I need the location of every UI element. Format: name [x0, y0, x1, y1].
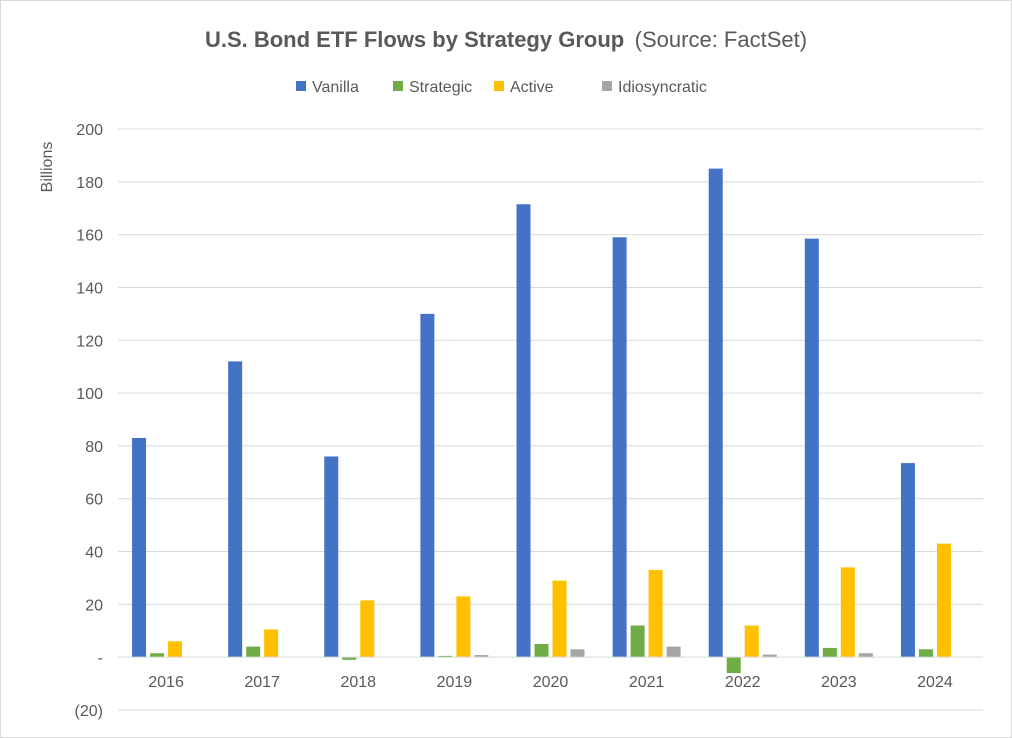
bar-idiosyncratic-2023	[858, 653, 873, 658]
chart-title-main: U.S. Bond ETF Flows by Strategy Group	[205, 27, 624, 52]
legend: Vanilla Strategic Active Idiosyncratic	[296, 79, 707, 96]
y-tick-label: 100	[76, 386, 103, 403]
bar-active-2023	[840, 567, 855, 658]
bar-active-2019	[456, 596, 471, 658]
bar-vanilla-2020	[516, 204, 531, 658]
legend-label: Idiosyncratic	[618, 79, 707, 96]
bar-active-2021	[648, 570, 663, 658]
bar-strategic-2021	[630, 625, 645, 658]
legend-item-strategic: Strategic	[393, 79, 472, 96]
y-tick-label: (20)	[75, 703, 103, 720]
x-tick-label: 2023	[821, 674, 857, 691]
bar-strategic-2024	[918, 649, 933, 658]
bar-active-2018	[360, 600, 375, 658]
y-axis-label: Billions	[39, 142, 56, 193]
x-tick-label: 2017	[244, 674, 280, 691]
legend-item-idiosyncratic: Idiosyncratic	[602, 79, 707, 96]
x-tick-label: 2020	[533, 674, 569, 691]
bar-idiosyncratic-2020	[570, 649, 585, 658]
y-tick-label: 60	[85, 492, 103, 509]
x-tick-label: 2021	[629, 674, 665, 691]
gridlines	[118, 128, 983, 711]
bar-strategic-2017	[246, 646, 261, 658]
y-tick-label: 160	[76, 228, 103, 245]
bar-strategic-2019	[438, 655, 453, 658]
bar-active-2016	[168, 641, 183, 658]
bar-vanilla-2023	[804, 238, 819, 658]
bar-active-2017	[264, 629, 279, 658]
bar-active-2022	[744, 625, 759, 658]
legend-label: Vanilla	[312, 79, 359, 96]
legend-item-active: Active	[494, 79, 554, 96]
bar-vanilla-2016	[132, 437, 147, 658]
legend-swatch	[393, 81, 403, 91]
bar-idiosyncratic-2021	[666, 646, 681, 658]
bar-strategic-2020	[534, 643, 549, 658]
y-axis-ticks: 200 180 160 140 120 100 80 60 40 20 - (20)	[75, 122, 104, 720]
y-tick-label: 140	[76, 280, 103, 297]
bar-strategic-2016	[150, 653, 165, 658]
y-tick-label: 200	[76, 122, 103, 139]
x-tick-label: 2016	[148, 674, 184, 691]
bar-vanilla-2024	[900, 463, 915, 658]
chart-title-source: (Source: FactSet)	[635, 27, 807, 52]
bar-strategic-2022	[726, 657, 741, 674]
bar-active-2024	[936, 543, 951, 658]
x-axis-ticks: 2016 2017 2018 2019 2020 2021 2022 2023 2024	[148, 674, 953, 691]
legend-item-vanilla: Vanilla	[296, 79, 359, 96]
bar-active-2020	[552, 580, 567, 658]
bar-idiosyncratic-2022	[762, 654, 777, 658]
legend-swatch	[296, 81, 306, 91]
x-tick-label: 2019	[437, 674, 473, 691]
bar-vanilla-2017	[228, 361, 243, 658]
bar-vanilla-2022	[708, 168, 723, 658]
y-tick-label: 40	[85, 545, 103, 562]
bar-vanilla-2021	[612, 237, 627, 658]
x-tick-label: 2018	[340, 674, 376, 691]
bar-strategic-2018	[342, 657, 357, 660]
x-tick-label: 2024	[917, 674, 953, 691]
y-tick-label: 180	[76, 175, 103, 192]
y-tick-label: 80	[85, 439, 103, 456]
legend-swatch	[602, 81, 612, 91]
legend-swatch	[494, 81, 504, 91]
bar-idiosyncratic-2019	[474, 655, 489, 658]
bar-vanilla-2018	[324, 456, 339, 658]
x-tick-label: 2022	[725, 674, 761, 691]
chart-title: U.S. Bond ETF Flows by Strategy Group (S…	[205, 27, 807, 52]
legend-label: Strategic	[409, 79, 472, 96]
y-tick-label: -	[98, 650, 103, 667]
bar-strategic-2023	[822, 647, 837, 658]
bar-vanilla-2019	[420, 313, 435, 658]
y-tick-label: 120	[76, 333, 103, 350]
bars	[132, 168, 951, 674]
y-tick-label: 20	[85, 597, 103, 614]
legend-label: Active	[510, 79, 554, 96]
